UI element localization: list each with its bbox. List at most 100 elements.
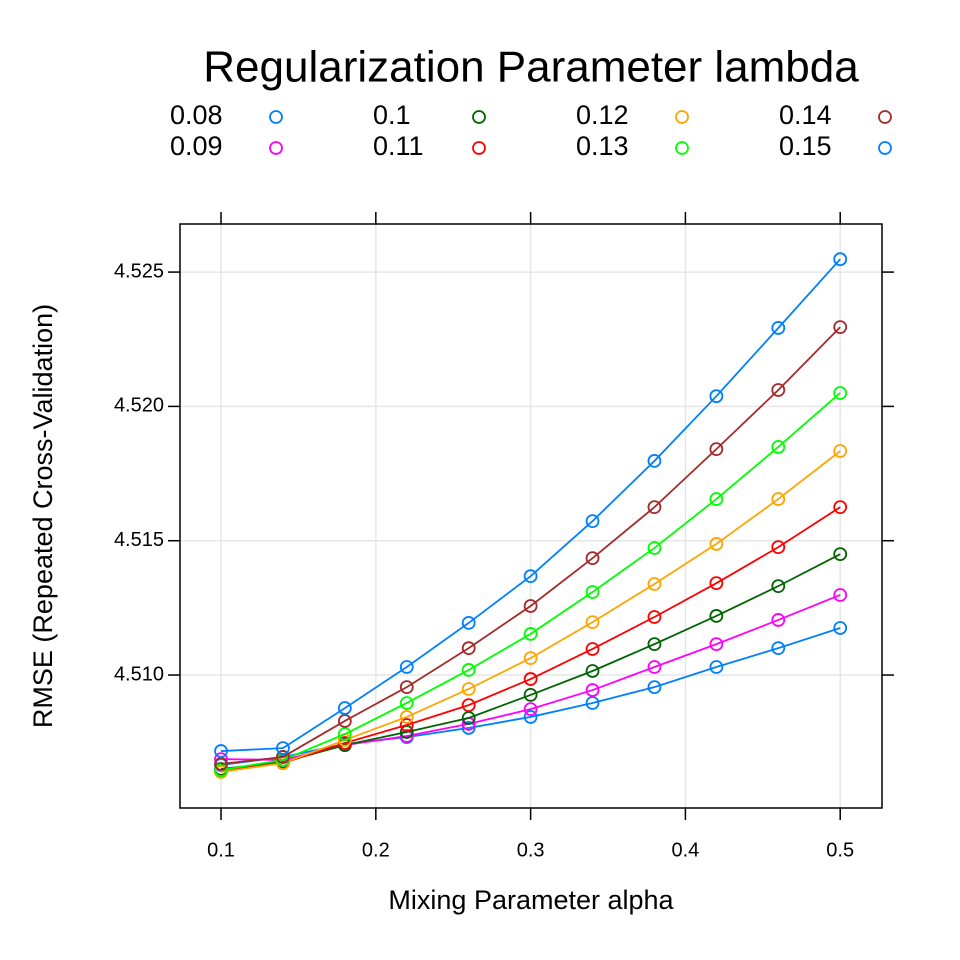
data-point [523, 599, 538, 613]
y-tick-label: 4.515 [114, 529, 164, 551]
data-point [399, 729, 414, 743]
data-point [523, 688, 538, 702]
data-point [276, 741, 290, 755]
data-point [585, 514, 600, 529]
x-tick-label: 0.1 [207, 839, 235, 861]
legend-label: 0.12 [576, 100, 629, 130]
legend-label: 0.11 [373, 131, 424, 161]
data-point [647, 500, 662, 515]
x-axis-label: Mixing Parameter alpha [388, 885, 674, 915]
data-point [585, 585, 600, 599]
data-point [833, 320, 848, 335]
x-tick-label: 0.5 [826, 839, 854, 861]
data-point [833, 252, 848, 267]
data-point [461, 682, 476, 696]
data-point [276, 750, 290, 764]
legend-label: 0.1 [373, 100, 411, 130]
data-point [337, 701, 352, 715]
series-line [220, 258, 841, 752]
data-point [771, 321, 786, 335]
data-point [461, 641, 476, 656]
data-point [585, 664, 600, 678]
data-point [523, 710, 538, 724]
data-point [771, 641, 786, 656]
legend-label: 0.14 [779, 100, 832, 130]
data-point [399, 680, 414, 695]
y-tick-label: 4.525 [114, 260, 164, 282]
data-point [833, 386, 848, 400]
y-tick-label: 4.520 [114, 395, 164, 417]
data-point [461, 698, 476, 713]
legend-symbol [472, 110, 486, 124]
data-point [647, 454, 662, 468]
data-point [647, 660, 662, 674]
chart-title: Regularization Parameter lambda [203, 43, 859, 92]
data-point [461, 616, 476, 630]
data-point [771, 492, 786, 506]
data-point [709, 660, 724, 674]
data-point [771, 440, 786, 454]
data-point [399, 660, 414, 674]
data-point [771, 383, 786, 397]
y-tick-label: 4.510 [114, 663, 164, 685]
data-point [523, 651, 538, 666]
series-line [220, 326, 841, 765]
data-point [647, 637, 662, 652]
data-point [833, 500, 848, 515]
legend-symbol [472, 141, 486, 155]
data-point [461, 721, 476, 735]
legend-label: 0.13 [576, 131, 629, 161]
series-line [220, 450, 841, 773]
data-point [709, 442, 724, 457]
legend-symbol [269, 141, 283, 155]
data-point [585, 683, 600, 697]
data-point [771, 613, 786, 627]
legend-label: 0.08 [170, 100, 223, 130]
data-point [214, 744, 228, 758]
data-point [771, 540, 786, 555]
legend-label: 0.15 [779, 131, 832, 161]
data-point [399, 718, 414, 732]
series-line [220, 506, 841, 772]
data-point [833, 547, 848, 562]
data-point [647, 541, 662, 555]
data-point [647, 577, 662, 591]
data-point [709, 492, 724, 506]
legend-label: 0.09 [170, 131, 223, 161]
data-point [833, 621, 848, 635]
series-line [220, 392, 841, 772]
data-point [523, 627, 538, 641]
data-point [399, 725, 414, 739]
data-point [709, 609, 724, 623]
data-point [709, 389, 724, 404]
data-point [523, 702, 538, 717]
legend-symbol [878, 110, 892, 124]
data-point [585, 642, 600, 656]
legend-symbol [675, 141, 689, 155]
data-point [337, 727, 352, 742]
data-point [399, 710, 414, 724]
data-point [771, 579, 786, 594]
data-point [523, 672, 538, 686]
legend-symbol [675, 110, 689, 124]
legend-symbol [269, 110, 283, 124]
x-tick-label: 0.3 [517, 839, 545, 861]
data-point [585, 615, 600, 630]
data-point [833, 588, 848, 602]
y-axis-label: RMSE (Repeated Cross-Validation) [28, 304, 58, 728]
data-point [647, 610, 662, 624]
data-point [461, 663, 476, 677]
data-point [709, 637, 724, 652]
data-point [214, 763, 228, 778]
plot-frame [179, 223, 883, 809]
data-point [709, 537, 724, 551]
data-point [647, 680, 662, 695]
x-tick-label: 0.4 [672, 839, 700, 861]
legend-symbol [878, 141, 892, 155]
x-tick-label: 0.2 [362, 839, 390, 861]
data-point [399, 696, 414, 710]
data-point [523, 569, 538, 584]
data-point [585, 551, 600, 566]
